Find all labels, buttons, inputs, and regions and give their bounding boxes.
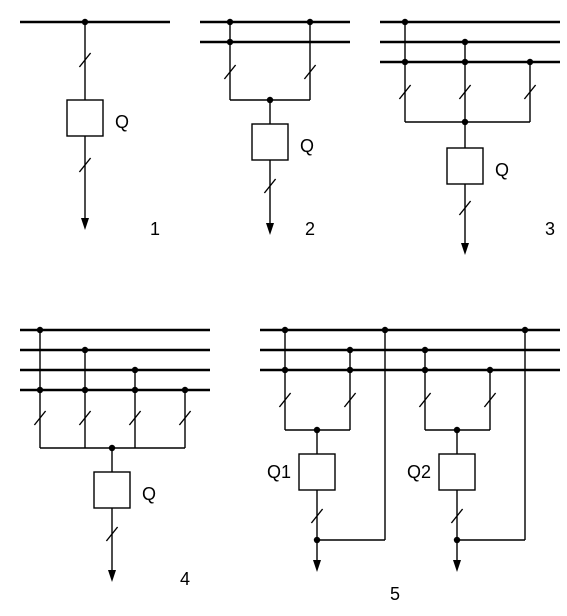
svg-text:Q: Q	[115, 112, 129, 132]
svg-text:Q: Q	[142, 484, 156, 504]
svg-text:3: 3	[545, 219, 555, 239]
svg-text:4: 4	[180, 569, 190, 589]
svg-text:Q: Q	[300, 136, 314, 156]
svg-text:Q: Q	[495, 160, 509, 180]
svg-text:2: 2	[305, 219, 315, 239]
svg-text:5: 5	[390, 584, 400, 604]
svg-text:Q2: Q2	[407, 462, 431, 482]
svg-text:Q1: Q1	[267, 462, 291, 482]
svg-text:1: 1	[150, 219, 160, 239]
